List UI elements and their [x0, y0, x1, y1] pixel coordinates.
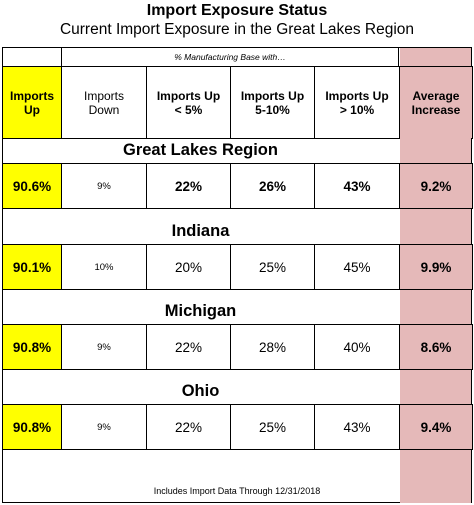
group-note: % Manufacturing Base with… [61, 47, 399, 67]
table-cell: 40% [314, 324, 400, 370]
footer-note: Includes Import Data Through 12/31/2018 [153, 486, 321, 496]
table-cell: 9% [61, 324, 147, 370]
column-header: Imports Up [2, 66, 62, 139]
column-header: Imports Up < 5% [146, 66, 231, 139]
average-increase-band [400, 290, 471, 299]
region-title: Ohio [181, 382, 220, 400]
table-cell: 26% [230, 163, 315, 209]
table-cell: 28% [230, 324, 315, 370]
table-cell: 22% [146, 324, 231, 370]
column-header: Average Increase [399, 66, 473, 139]
table-cell: 45% [314, 244, 400, 290]
table-cell: 9.2% [399, 163, 473, 209]
table-cell: 20% [146, 244, 231, 290]
region-title: Indiana [171, 222, 230, 240]
table-cell: 90.6% [2, 163, 62, 209]
average-increase-band [400, 370, 471, 379]
average-increase-band [400, 299, 471, 324]
table-cell: 8.6% [399, 324, 473, 370]
column-header-label: Imports Up < 5% [156, 88, 221, 117]
table-cell: 90.8% [2, 324, 62, 370]
table-cell: 43% [314, 404, 400, 450]
column-header-label: Average Increase [411, 88, 461, 117]
column-header: Imports Up 5-10% [230, 66, 315, 139]
table-cell: 9.9% [399, 244, 473, 290]
chart-subtitle: Current Import Exposure in the Great Lak… [59, 21, 415, 38]
table-cell: 90.1% [2, 244, 62, 290]
table-cell: 25% [230, 244, 315, 290]
average-increase-band [400, 138, 471, 163]
column-header: Imports Up > 10% [314, 66, 400, 139]
region-title: Michigan [164, 302, 237, 320]
column-header-label: Imports Down [83, 88, 124, 117]
average-increase-band [400, 450, 471, 503]
column-header-label: Imports Up > 10% [325, 88, 389, 117]
table-cell: 9% [61, 163, 147, 209]
average-increase-band [400, 379, 471, 404]
table-cell: 9% [61, 404, 147, 450]
column-header-label: Imports Up 5-10% [240, 88, 305, 117]
table-cell: 25% [230, 404, 315, 450]
column-header-label: Imports Up [9, 88, 54, 117]
table-cell: 10% [61, 244, 147, 290]
chart-title: Import Exposure Status [146, 2, 328, 19]
average-increase-band [400, 209, 471, 219]
table-cell: 43% [314, 163, 400, 209]
table-cell: 22% [146, 163, 231, 209]
table-cell: 90.8% [2, 404, 62, 450]
region-title: Great Lakes Region [123, 141, 278, 159]
average-increase-band [400, 219, 471, 244]
table-cell: 9.4% [399, 404, 473, 450]
table-cell: 22% [146, 404, 231, 450]
column-header: Imports Down [61, 66, 147, 139]
